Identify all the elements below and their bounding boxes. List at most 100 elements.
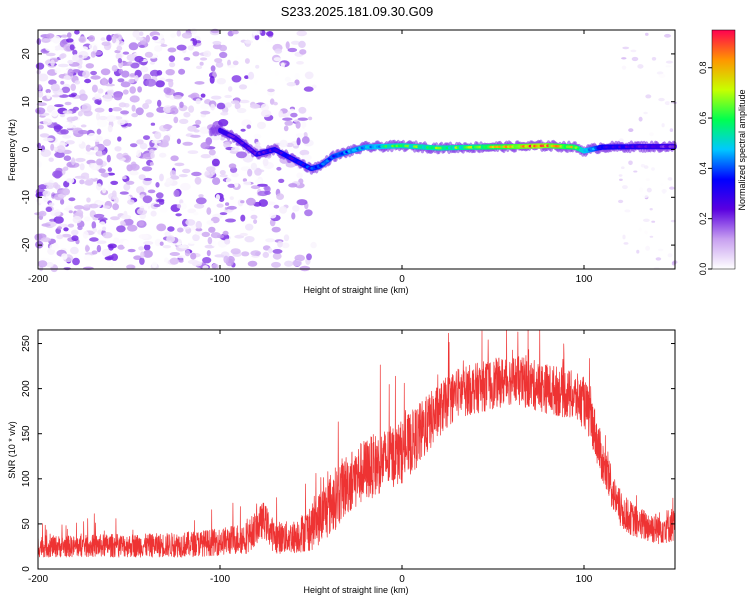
noise-cell xyxy=(130,62,140,69)
noise-cell xyxy=(279,206,288,214)
noise-cell xyxy=(231,172,239,178)
noise-cell xyxy=(128,42,139,51)
noise-cell xyxy=(158,199,165,205)
noise-cell xyxy=(173,95,183,100)
noise-cell xyxy=(284,120,294,126)
noise-cell xyxy=(53,216,64,224)
noise-cell xyxy=(170,200,178,205)
noise-cell xyxy=(264,185,271,193)
noise-cell xyxy=(282,117,293,121)
noise-cell xyxy=(298,40,306,49)
noise-cell xyxy=(131,104,136,112)
noise-cell xyxy=(63,75,71,80)
noise-cell xyxy=(182,141,193,146)
noise-cell xyxy=(194,176,202,185)
noise-cell xyxy=(67,59,74,65)
noise-cell xyxy=(106,34,112,42)
noise-cell xyxy=(198,194,204,198)
noise-cell xyxy=(623,242,629,245)
noise-cell xyxy=(66,178,73,183)
noise-cell xyxy=(661,123,665,128)
noise-cell xyxy=(286,82,296,87)
noise-cell xyxy=(200,93,206,98)
snr-x-label: Height of straight line (km) xyxy=(303,585,408,595)
noise-cell xyxy=(60,198,65,205)
signal-cell xyxy=(240,142,244,145)
noise-cell xyxy=(273,204,280,209)
noise-cell xyxy=(138,234,149,239)
y-tick-label: -20 xyxy=(21,237,32,252)
noise-cell xyxy=(79,46,89,51)
noise-cell xyxy=(56,145,66,154)
noise-cell xyxy=(195,119,202,125)
noise-cell xyxy=(262,251,269,258)
noise-cell xyxy=(139,44,145,48)
noise-cell xyxy=(301,136,310,144)
figure-title: S233.2025.181.09.30.G09 xyxy=(281,4,434,19)
noise-cell xyxy=(633,170,638,173)
noise-cell xyxy=(638,116,643,122)
noise-cell xyxy=(266,31,274,37)
spectrogram-x-label: Height of straight line (km) xyxy=(303,285,408,295)
noise-cell xyxy=(192,38,198,46)
noise-cell xyxy=(271,226,281,233)
y-tick-label: 200 xyxy=(21,380,32,397)
noise-cell xyxy=(160,44,168,47)
noise-cell xyxy=(188,105,195,113)
noise-cell xyxy=(159,207,168,213)
noise-cell xyxy=(129,95,140,103)
noise-cell xyxy=(239,232,248,237)
noise-cell xyxy=(79,93,88,102)
noise-cell xyxy=(119,119,130,124)
noise-cell xyxy=(247,71,255,80)
noise-cell xyxy=(123,183,131,191)
noise-cell xyxy=(77,110,83,117)
noise-cell xyxy=(254,167,262,176)
noise-cell xyxy=(219,174,228,178)
noise-cell xyxy=(192,51,200,57)
noise-cell xyxy=(68,94,76,98)
noise-cell xyxy=(40,149,52,157)
noise-cell xyxy=(46,33,55,39)
noise-cell xyxy=(660,183,664,186)
noise-cell xyxy=(235,56,241,60)
noise-cell xyxy=(86,197,91,203)
heatmap-cells xyxy=(34,27,678,273)
noise-cell xyxy=(214,254,225,258)
noise-cell xyxy=(85,144,92,152)
noise-cell xyxy=(82,230,89,239)
noise-cell xyxy=(631,56,639,62)
noise-cell xyxy=(93,213,105,218)
noise-cell xyxy=(618,199,624,204)
noise-cell xyxy=(294,254,306,262)
noise-cell xyxy=(304,126,311,130)
noise-cell xyxy=(107,183,113,191)
noise-cell xyxy=(195,220,202,229)
noise-cell xyxy=(52,170,63,178)
noise-cell xyxy=(628,160,633,166)
noise-cell xyxy=(145,99,152,105)
noise-cell xyxy=(127,61,133,65)
signal-cell xyxy=(323,161,328,164)
noise-cell xyxy=(256,96,261,101)
noise-cell xyxy=(253,78,258,85)
noise-cell xyxy=(236,107,247,114)
noise-cell xyxy=(295,121,301,129)
noise-cell xyxy=(120,81,131,88)
noise-cell xyxy=(150,210,157,217)
colorbar: 0.0 0.2 0.4 0.6 0.8 Normalized spectral ampl… xyxy=(698,29,747,275)
noise-cell xyxy=(179,118,189,124)
noise-cell xyxy=(122,51,130,55)
noise-cell xyxy=(142,103,150,110)
y-tick-label: 0 xyxy=(21,566,32,572)
noise-cell xyxy=(203,50,212,58)
noise-cell xyxy=(142,249,153,258)
noise-cell xyxy=(90,75,101,80)
noise-cell xyxy=(78,54,83,58)
noise-cell xyxy=(91,221,97,230)
noise-cell xyxy=(273,57,281,62)
noise-cell xyxy=(188,94,197,98)
noise-cell xyxy=(57,92,64,96)
noise-cell xyxy=(204,170,214,179)
noise-cell xyxy=(64,101,72,106)
